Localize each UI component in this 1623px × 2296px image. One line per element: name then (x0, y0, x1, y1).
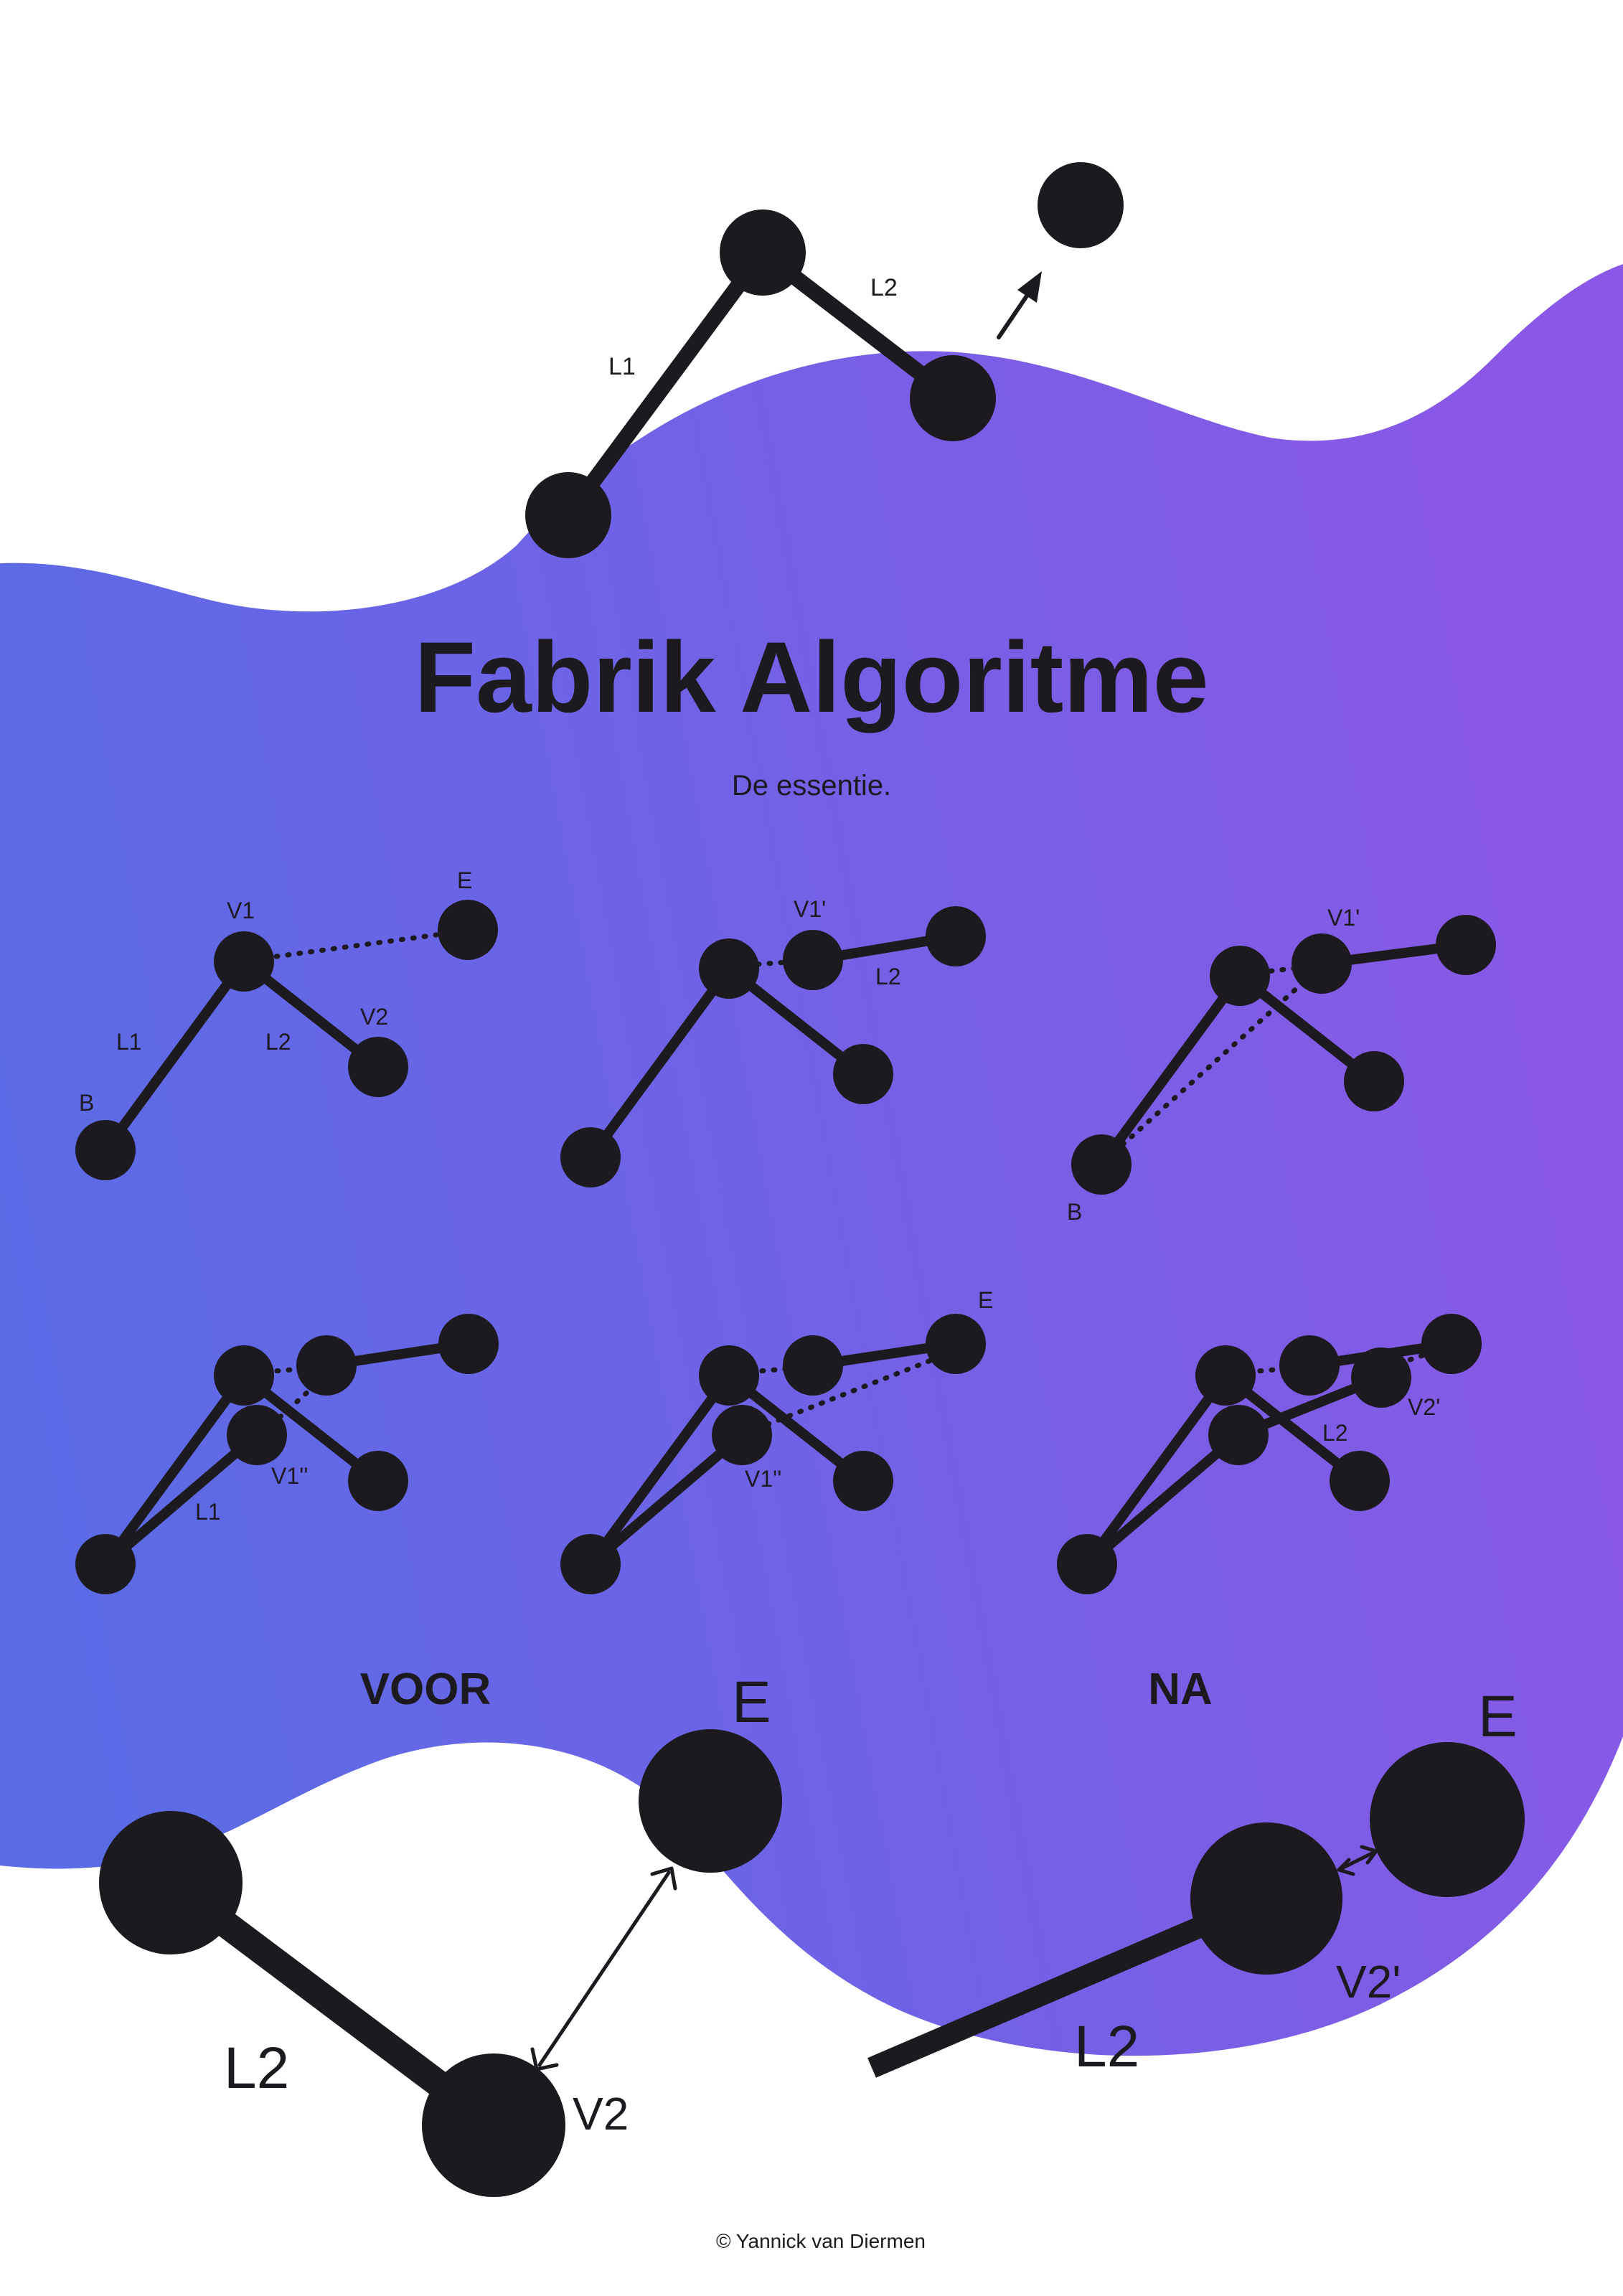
page-title: Fabrik Algoritme (414, 621, 1208, 733)
top-target-node (1038, 162, 1124, 248)
s1-label-e: E (457, 867, 472, 893)
step-6-diagram: L2 V2' (1057, 1314, 1482, 1594)
credit-text: © Yannick van Diermen (716, 2230, 926, 2252)
s1-label-b: B (79, 1090, 94, 1116)
s5-label-e: E (978, 1287, 993, 1313)
na-diagram: E L2 V2' (867, 1684, 1525, 2079)
top-label-l2: L2 (870, 274, 898, 301)
step-2-diagram: V1' L2 (560, 896, 986, 1187)
top-arrow-icon (997, 271, 1042, 339)
voor-joint-node (99, 1811, 243, 1954)
na-target-node (1370, 1742, 1525, 1897)
s6-label-l2: L2 (1322, 1420, 1348, 1446)
s3-label-b: B (1067, 1199, 1082, 1225)
top-chain: L1 L2 (525, 162, 1124, 558)
na-distance-arrow-icon (1337, 1845, 1378, 1876)
na-label-e: E (1478, 1684, 1518, 1749)
voor-label-l2: L2 (224, 2036, 289, 2101)
top-joint-node (720, 210, 806, 296)
s6-label-v2prime: V2' (1408, 1394, 1440, 1420)
s1-base-node (75, 1120, 136, 1180)
s6-v2prime-node (1351, 1347, 1411, 1408)
voor-heading: VOOR (360, 1665, 491, 1714)
step-3-diagram: V1' B (1067, 905, 1496, 1225)
step-5-diagram: E V1'' (560, 1287, 993, 1594)
s2-label-v1prime: V1' (794, 896, 826, 922)
top-base-node (525, 472, 611, 558)
gradient-wave-background (0, 264, 1623, 2056)
s4-label-l1: L1 (195, 1499, 221, 1525)
s1-v2-node (348, 1037, 408, 1097)
voor-diagram: E L2 V2 (99, 1670, 782, 2197)
top-label-l1: L1 (608, 353, 636, 380)
na-heading: NA (1148, 1665, 1213, 1714)
voor-v2-node (422, 2053, 565, 2197)
voor-target-node (639, 1729, 782, 1873)
top-end-node (910, 355, 996, 441)
s4-label-v1dblprime: V1'' (271, 1463, 308, 1489)
na-label-l2: L2 (1074, 2014, 1139, 2079)
page-subtitle: De essentie. (732, 770, 891, 801)
s5-label-v1dblprime: V1'' (745, 1466, 781, 1492)
s1-label-v1: V1 (227, 898, 255, 923)
s1-label-l2: L2 (265, 1029, 291, 1055)
s1-label-v2: V2 (360, 1004, 388, 1030)
s2-v1prime-node (783, 930, 843, 990)
na-label-v2prime: V2' (1336, 1956, 1401, 2008)
top-link-l1 (562, 248, 769, 520)
s1-v1-node (214, 931, 274, 992)
voor-distance-arrow-icon (530, 1866, 677, 2071)
voor-label-e: E (732, 1670, 771, 1735)
s1-label-l1: L1 (116, 1029, 142, 1055)
step-1-diagram: E V1 L1 L2 V2 B (75, 867, 498, 1180)
na-v2prime-node (1190, 1822, 1342, 1975)
s2-label-l2: L2 (875, 964, 901, 989)
s3-label-v1prime: V1' (1327, 905, 1360, 931)
voor-label-v2: V2 (573, 2088, 629, 2140)
s1-target-node (438, 900, 498, 960)
s4-v1dblprime-node (227, 1405, 287, 1465)
step-4-diagram: V1'' L1 (75, 1314, 499, 1594)
